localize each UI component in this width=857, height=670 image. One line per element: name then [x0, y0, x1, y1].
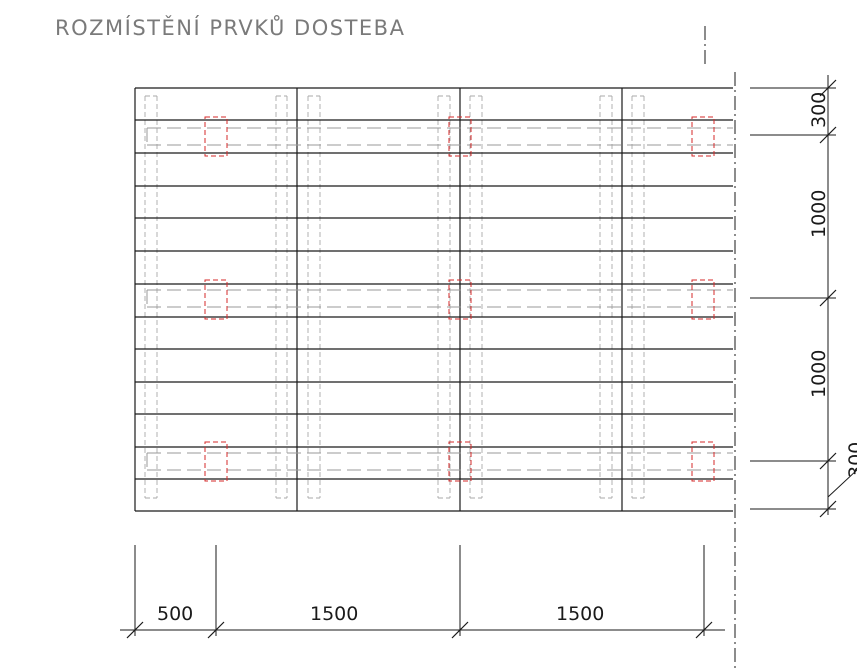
dimension-label-300: 300 [808, 92, 830, 128]
dimension-chain-vertical: 300 1000 1000 300 [750, 75, 857, 518]
dimension-label-500: 500 [157, 603, 193, 625]
support-marker [691, 279, 715, 320]
dimension-label-300-partial: 300 [845, 442, 857, 478]
dimension-label-1000-a: 1000 [808, 190, 830, 238]
dimension-chain-horizontal: 500 1500 1500 [120, 545, 725, 639]
board-grid [134, 87, 733, 512]
support-marker [448, 279, 472, 320]
dimension-label-1000-b: 1000 [808, 350, 830, 398]
support-marker [448, 116, 472, 157]
support-marker [691, 441, 715, 482]
support-marker [204, 441, 228, 482]
dimension-label-1500-a: 1500 [310, 603, 358, 625]
drawing-title: ROZMÍSTĚNÍ PRVKŮ DOSTEBA [55, 14, 405, 40]
support-marker [691, 116, 715, 157]
support-marker [448, 441, 472, 482]
dimension-label-1500-b: 1500 [556, 603, 604, 625]
support-marker [204, 279, 228, 320]
support-marker [204, 116, 228, 157]
